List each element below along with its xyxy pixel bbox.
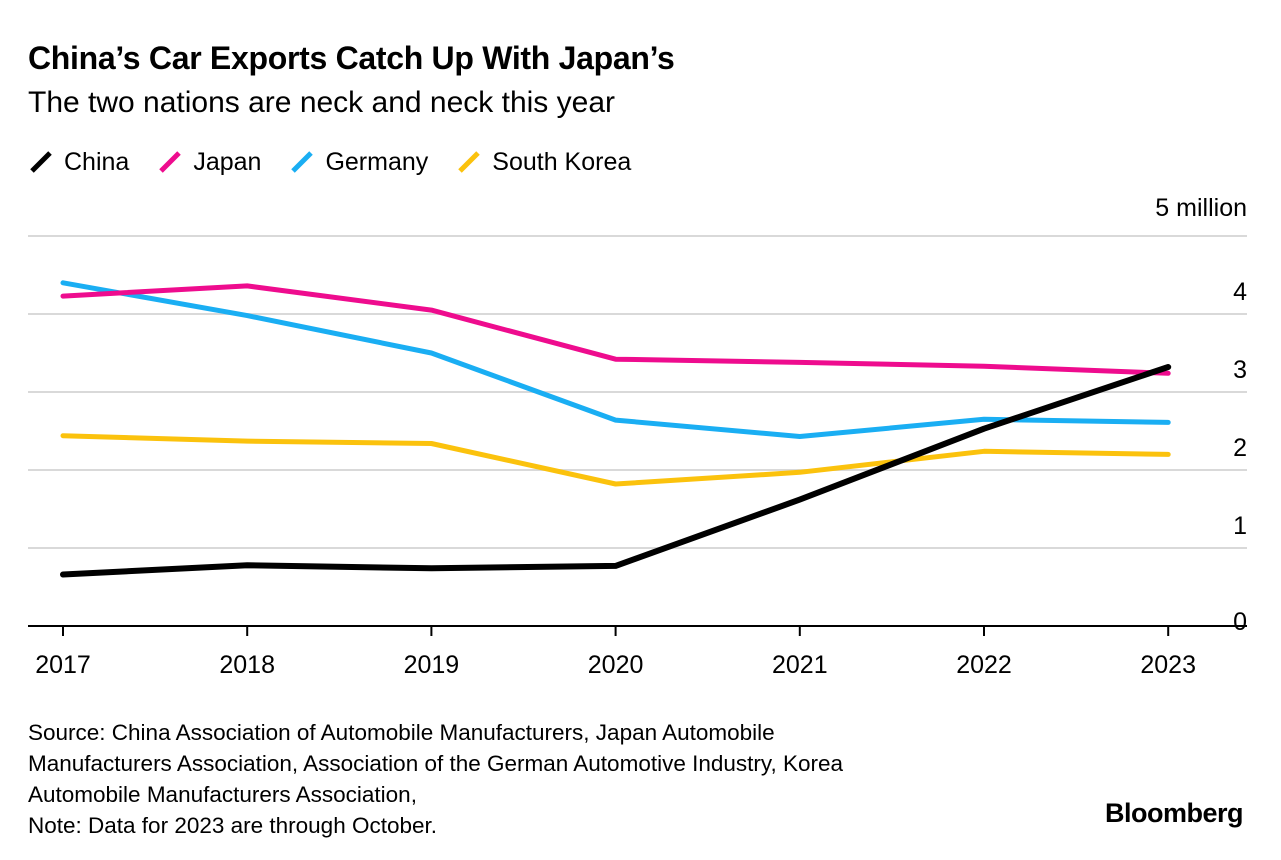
y-tick-label: 5 million bbox=[1155, 194, 1247, 222]
legend-item-germany: Germany bbox=[289, 148, 428, 177]
legend-swatch-japan-icon bbox=[159, 151, 182, 173]
x-tick-label: 2017 bbox=[35, 651, 91, 679]
y-tick-label: 0 bbox=[1233, 608, 1247, 636]
bloomberg-logo: Bloomberg bbox=[1104, 798, 1244, 828]
x-tick-label: 2021 bbox=[772, 651, 828, 679]
source-note: Source: China Association of Automobile … bbox=[28, 717, 1048, 841]
legend-swatch-china-icon bbox=[30, 151, 52, 173]
legend: China Japan Germany South Korea bbox=[28, 144, 659, 180]
y-tick-label: 4 bbox=[1233, 278, 1247, 306]
source-line: Source: China Association of Automobile … bbox=[28, 720, 775, 745]
legend-line-japan bbox=[159, 151, 182, 173]
x-tick-label: 2019 bbox=[404, 651, 460, 679]
series-line-china bbox=[60, 364, 1172, 578]
x-tick-label: 2022 bbox=[956, 651, 1012, 679]
legend-label-japan: Japan bbox=[193, 147, 262, 176]
chart-subtitle: The two nations are neck and neck this y… bbox=[28, 86, 615, 119]
legend-swatch-germany-icon bbox=[291, 151, 314, 173]
series-line-germany bbox=[60, 280, 1171, 439]
source-line: Manufacturers Association, Association o… bbox=[28, 751, 843, 776]
series-line-japan bbox=[60, 283, 1171, 376]
y-tick-label: 2 bbox=[1233, 434, 1247, 462]
legend-line-germany bbox=[291, 151, 314, 173]
line-chart: 0 1 2 3 4 5 million 2017 2018 2019 2020 2021 2022 20… bbox=[28, 194, 1247, 679]
legend-item-japan: Japan bbox=[157, 148, 261, 177]
legend-line-south-korea bbox=[458, 151, 481, 173]
x-tick-label: 2018 bbox=[219, 651, 275, 679]
legend-item-china: China bbox=[28, 148, 129, 177]
source-line: Automobile Manufacturers Association, bbox=[28, 782, 417, 807]
x-tick-label: 2020 bbox=[588, 651, 644, 679]
series-line-south-korea bbox=[60, 433, 1171, 487]
legend-line-china bbox=[30, 151, 52, 173]
y-tick-label: 1 bbox=[1233, 512, 1247, 540]
legend-label-south-korea: South Korea bbox=[492, 147, 632, 176]
legend-item-south-korea: South Korea bbox=[456, 148, 631, 177]
legend-label-china: China bbox=[64, 147, 130, 176]
legend-label-germany: Germany bbox=[325, 147, 429, 176]
chart-title: China’s Car Exports Catch Up With Japan’… bbox=[28, 40, 675, 76]
note-line: Note: Data for 2023 are through October. bbox=[28, 813, 437, 838]
y-tick-label: 3 bbox=[1233, 356, 1247, 384]
x-tick-label: 2023 bbox=[1140, 651, 1196, 679]
legend-swatch-south-korea-icon bbox=[458, 151, 481, 173]
